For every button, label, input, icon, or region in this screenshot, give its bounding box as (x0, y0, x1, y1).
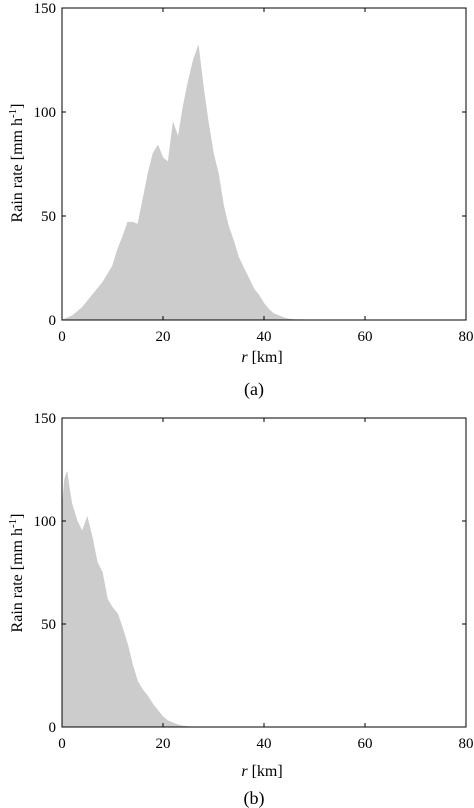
panel-b: 0 20 40 60 80 0 50 100 150 r [km] Rain rate [mm… (7, 411, 474, 808)
x-tick-label: 40 (257, 736, 272, 752)
x-axis-title: r [km] (241, 763, 282, 780)
x-tick-label: 0 (58, 736, 66, 752)
y-tick-label: 150 (34, 411, 57, 427)
y-ticks: 0 50 100 150 (34, 1, 466, 329)
rain-rate-area (61, 471, 466, 728)
x-tick-label: 80 (459, 329, 474, 345)
x-tick-label: 20 (156, 736, 171, 752)
y-axis-title: Rain rate [mm h-1] (7, 104, 26, 223)
x-tick-label: 20 (156, 329, 171, 345)
x-tick-label: 60 (358, 329, 373, 345)
x-tick-label: 60 (358, 736, 373, 752)
x-axis-title: r [km] (241, 349, 282, 366)
panel-label: (a) (244, 379, 264, 400)
y-tick-label: 0 (49, 720, 57, 736)
x-tick-label: 0 (58, 329, 66, 345)
rain-rate-area (61, 45, 466, 321)
x-ticks: 0 20 40 60 80 (58, 418, 474, 752)
y-tick-label: 100 (34, 514, 57, 530)
y-tick-label: 50 (41, 209, 56, 225)
y-tick-label: 0 (49, 313, 57, 329)
x-tick-label: 80 (459, 736, 474, 752)
y-axis-title: Rain rate [mm h-1] (7, 514, 26, 633)
y-ticks: 0 50 100 150 (34, 411, 466, 736)
y-tick-label: 100 (34, 105, 57, 121)
y-tick-label: 150 (34, 1, 57, 17)
x-ticks: 0 20 40 60 80 (58, 8, 474, 345)
panel-a: 0 20 40 60 80 0 50 100 150 r [km] Rain rate [mm… (7, 1, 474, 400)
x-tick-label: 40 (257, 329, 272, 345)
panel-label: (b) (244, 788, 265, 808)
y-tick-label: 50 (41, 617, 56, 633)
